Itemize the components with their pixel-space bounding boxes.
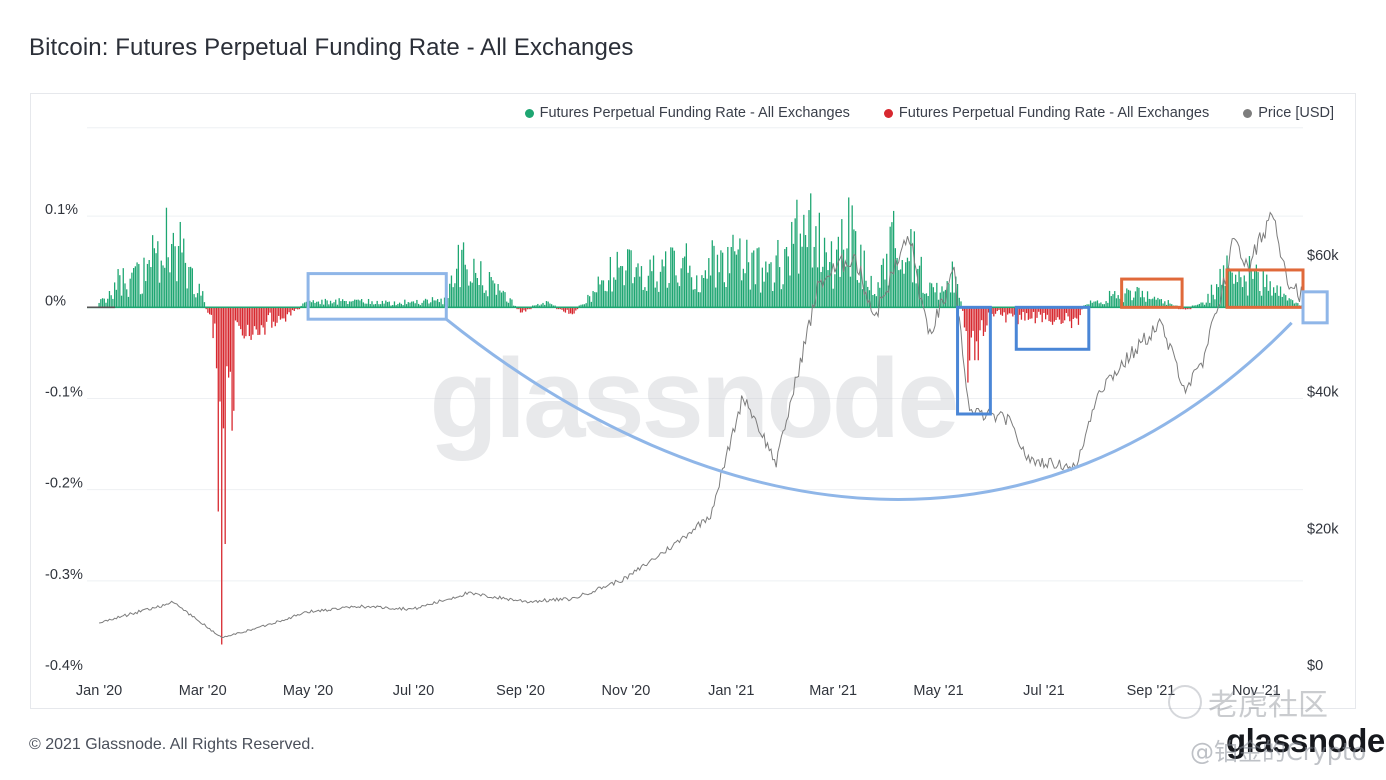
y-left-tick-label: -0.2% <box>45 476 83 492</box>
legend-dot-red-icon <box>883 108 893 118</box>
y-left-tick-label: 0.1% <box>45 202 78 218</box>
chart-legend: Futures Perpetual Funding Rate - All Exc… <box>524 105 1334 121</box>
x-tick-label: Jul '20 <box>393 683 434 699</box>
x-tick-label: May '21 <box>913 683 963 699</box>
y-right-tick-label: $0 <box>1307 658 1323 674</box>
author-handle-watermark: @铂金的Crypto <box>1190 738 1367 766</box>
legend-label: Futures Perpetual Funding Rate - All Exc… <box>898 105 1210 121</box>
x-tick-label: Nov '21 <box>1232 683 1281 699</box>
x-tick-label: Nov '20 <box>602 683 651 699</box>
legend-dot-green-icon <box>524 108 534 118</box>
legend-label: Futures Perpetual Funding Rate - All Exc… <box>539 105 850 121</box>
legend-label: Price [USD] <box>1258 105 1334 121</box>
y-right-tick-label: $40k <box>1307 385 1339 401</box>
highlight-box-blue <box>1014 305 1091 351</box>
legend-item-price[interactable]: Price [USD] <box>1243 105 1334 121</box>
x-tick-label: Jan '20 <box>76 683 122 699</box>
tiger-watermark-text: 老虎社区 <box>1208 688 1328 723</box>
highlight-arc <box>445 318 1293 501</box>
glassnode-logo: glassnode <box>1226 722 1385 759</box>
highlight-box-blue <box>1301 290 1329 325</box>
glassnode-watermark: glassnode <box>430 336 957 461</box>
highlight-box-blue <box>956 305 992 416</box>
x-tick-label: May '20 <box>283 683 333 699</box>
highlight-box-blue <box>306 272 448 321</box>
y-left-tick-label: -0.4% <box>45 658 83 674</box>
chart-panel <box>30 93 1356 709</box>
highlight-box-orange <box>1225 268 1305 309</box>
y-right-tick-label: $20k <box>1307 521 1339 537</box>
legend-item-funding-negative[interactable]: Futures Perpetual Funding Rate - All Exc… <box>883 105 1210 121</box>
x-tick-label: Jul '21 <box>1023 683 1064 699</box>
y-right-tick-label: $60k <box>1307 248 1339 264</box>
tiger-logo-icon <box>1168 685 1202 719</box>
x-tick-label: Jan '21 <box>708 683 754 699</box>
x-tick-label: Mar '20 <box>179 683 227 699</box>
legend-dot-gray-icon <box>1243 108 1253 118</box>
y-left-tick-label: -0.3% <box>45 567 83 583</box>
x-tick-label: Mar '21 <box>809 683 857 699</box>
x-tick-label: Sep '21 <box>1127 683 1176 699</box>
page-title: Bitcoin: Futures Perpetual Funding Rate … <box>29 34 634 61</box>
legend-item-funding-positive[interactable]: Futures Perpetual Funding Rate - All Exc… <box>524 105 850 121</box>
price-line <box>99 211 1304 639</box>
y-left-tick-label: -0.1% <box>45 385 83 401</box>
y-left-tick-label: 0% <box>45 293 66 309</box>
copyright-text: © 2021 Glassnode. All Rights Reserved. <box>29 736 315 753</box>
highlight-box-orange <box>1120 277 1184 309</box>
tiger-community-watermark: 老虎社区 <box>1168 680 1328 724</box>
x-tick-label: Sep '20 <box>496 683 545 699</box>
